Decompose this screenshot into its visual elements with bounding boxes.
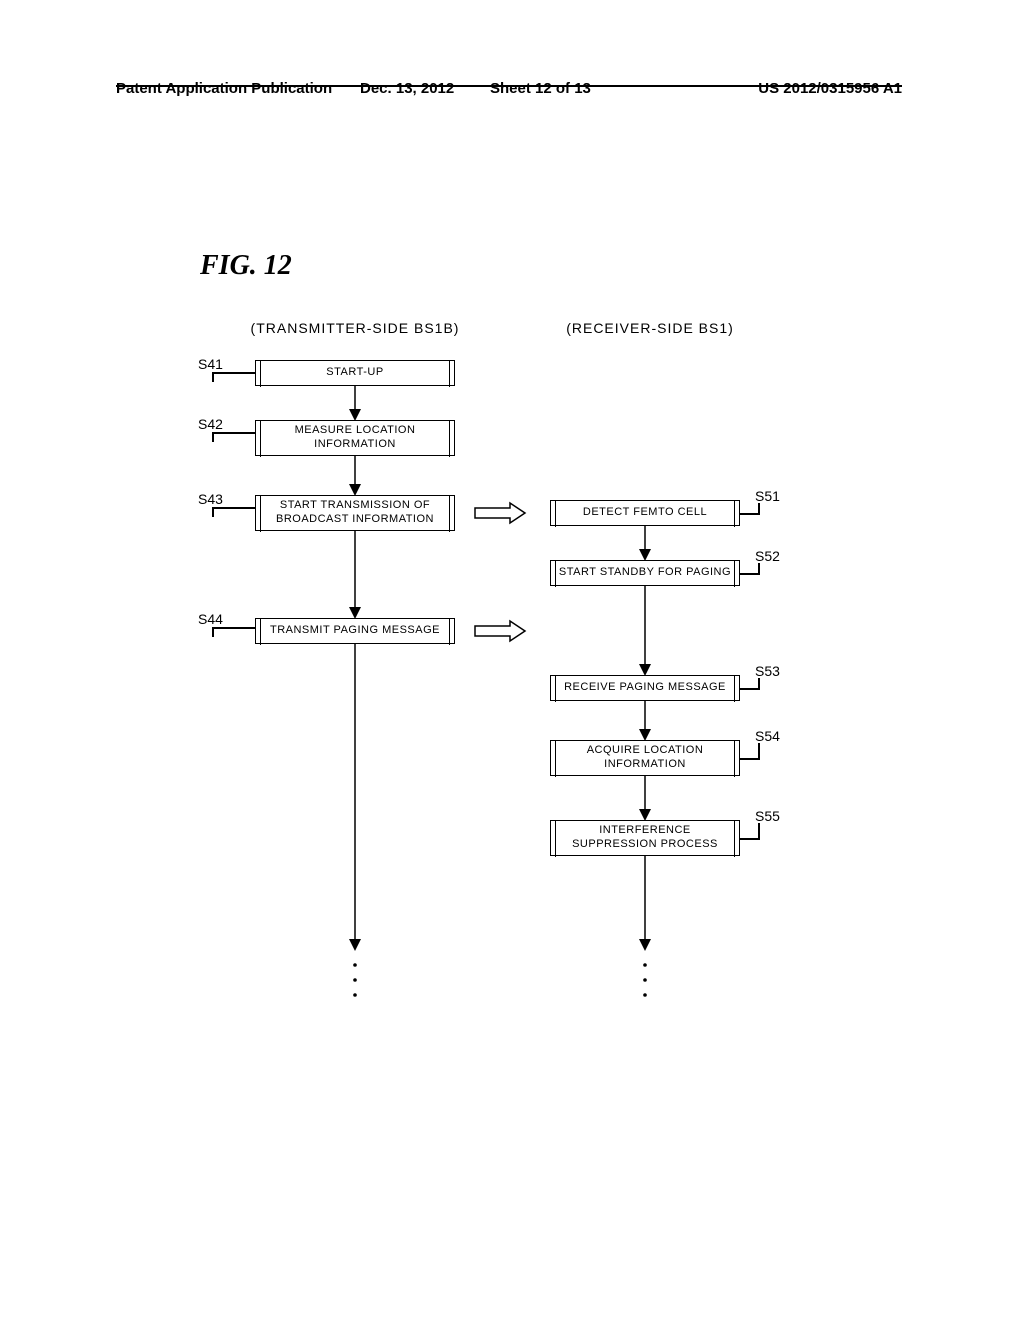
step-conn-s55b: [758, 823, 760, 838]
box-s55-text: INTERFERENCE SUPPRESSION PROCESS: [572, 824, 718, 852]
figure-label: FIG. 12: [200, 250, 292, 282]
box-s53-text: RECEIVE PAGING MESSAGE: [564, 681, 726, 695]
box-s54: ACQUIRE LOCATION INFORMATION: [550, 740, 740, 776]
step-conn-s44b: [212, 627, 214, 637]
box-s44: TRANSMIT PAGING MESSAGE: [255, 618, 455, 644]
header-pubno: US 2012/0315956 A1: [758, 80, 902, 97]
step-label-s55: S55: [755, 808, 780, 824]
step-label-s54: S54: [755, 728, 780, 744]
step-label-s51: S51: [755, 488, 780, 504]
step-conn-s51: [740, 513, 760, 515]
box-s43: START TRANSMISSION OF BROADCAST INFORMAT…: [255, 495, 455, 531]
left-column-title: (TRANSMITTER-SIDE BS1B): [240, 320, 470, 336]
step-conn-s54: [740, 758, 760, 760]
step-conn-s52: [740, 573, 760, 575]
step-conn-s42b: [212, 432, 214, 442]
box-s41: START-UP: [255, 360, 455, 386]
step-conn-s51b: [758, 503, 760, 513]
box-s53: RECEIVE PAGING MESSAGE: [550, 675, 740, 701]
step-conn-s41: [212, 372, 255, 374]
box-s44-text: TRANSMIT PAGING MESSAGE: [270, 624, 440, 638]
step-conn-s42: [212, 432, 255, 434]
step-label-s53: S53: [755, 663, 780, 679]
step-label-s42: S42: [198, 416, 223, 432]
step-conn-s54b: [758, 743, 760, 758]
step-label-s52: S52: [755, 548, 780, 564]
step-conn-s53: [740, 688, 760, 690]
step-label-s43: S43: [198, 491, 223, 507]
box-s41-text: START-UP: [326, 366, 383, 380]
step-conn-s43: [212, 507, 255, 509]
header-rule: [116, 85, 902, 87]
box-s51: DETECT FEMTO CELL: [550, 500, 740, 526]
box-s54-text: ACQUIRE LOCATION INFORMATION: [587, 744, 704, 772]
step-conn-s41b: [212, 372, 214, 382]
step-label-s41: S41: [198, 356, 223, 372]
header-publication: Patent Application Publication: [116, 80, 332, 97]
right-column-title: (RECEIVER-SIDE BS1): [550, 320, 750, 336]
step-conn-s55: [740, 838, 760, 840]
step-conn-s52b: [758, 563, 760, 573]
box-s42: MEASURE LOCATION INFORMATION: [255, 420, 455, 456]
box-s55: INTERFERENCE SUPPRESSION PROCESS: [550, 820, 740, 856]
flowchart: (TRANSMITTER-SIDE BS1B) (RECEIVER-SIDE B…: [180, 320, 860, 1050]
box-s51-text: DETECT FEMTO CELL: [583, 506, 707, 520]
box-s43-text: START TRANSMISSION OF BROADCAST INFORMAT…: [276, 499, 434, 527]
header-sheet: Sheet 12 of 13: [490, 80, 591, 97]
step-conn-s44: [212, 627, 255, 629]
box-s42-text: MEASURE LOCATION INFORMATION: [295, 424, 416, 452]
step-conn-s43b: [212, 507, 214, 517]
box-s52: START STANDBY FOR PAGING: [550, 560, 740, 586]
header-date: Dec. 13, 2012: [360, 80, 454, 97]
box-s52-text: START STANDBY FOR PAGING: [559, 566, 731, 580]
step-conn-s53b: [758, 678, 760, 688]
step-label-s44: S44: [198, 611, 223, 627]
